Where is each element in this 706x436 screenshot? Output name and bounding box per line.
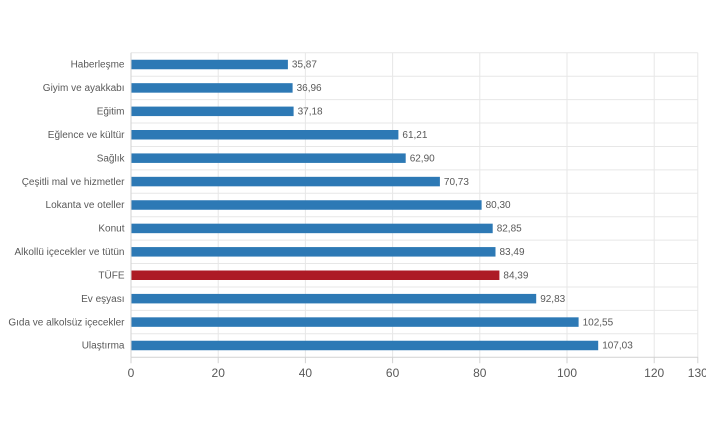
svg-text:40: 40: [299, 366, 313, 380]
svg-text:70,73: 70,73: [444, 177, 469, 188]
svg-text:60: 60: [386, 366, 400, 380]
svg-text:92,83: 92,83: [540, 294, 565, 305]
svg-text:Haberleşme: Haberleşme: [71, 60, 125, 71]
svg-text:20: 20: [212, 366, 226, 380]
svg-text:84,39: 84,39: [503, 270, 528, 281]
svg-text:61,21: 61,21: [402, 130, 427, 141]
svg-text:35,87: 35,87: [292, 60, 317, 71]
svg-text:TÜFE: TÜFE: [98, 269, 124, 281]
svg-text:Ulaştırma: Ulaştırma: [82, 341, 125, 352]
svg-text:Eğitim: Eğitim: [97, 107, 125, 118]
svg-text:Lokanta ve oteller: Lokanta ve oteller: [46, 200, 126, 211]
svg-text:80,30: 80,30: [486, 200, 511, 211]
svg-text:107,03: 107,03: [602, 341, 633, 352]
svg-text:102,55: 102,55: [583, 317, 614, 328]
svg-text:Alkollü içecekler ve tütün: Alkollü içecekler ve tütün: [14, 247, 124, 258]
svg-text:100: 100: [557, 366, 577, 380]
svg-text:0: 0: [128, 366, 135, 380]
svg-text:62,90: 62,90: [410, 153, 435, 164]
svg-text:82,85: 82,85: [497, 224, 522, 235]
svg-text:37,18: 37,18: [298, 107, 323, 118]
svg-text:Çeşitli mal ve hizmetler: Çeşitli mal ve hizmetler: [22, 177, 125, 188]
svg-text:Konut: Konut: [98, 224, 124, 235]
svg-text:Sağlık: Sağlık: [97, 153, 126, 164]
svg-text:Gıda ve alkolsüz içecekler: Gıda ve alkolsüz içecekler: [8, 317, 125, 328]
svg-text:130: 130: [688, 366, 706, 380]
svg-text:83,49: 83,49: [500, 247, 525, 258]
svg-text:Giyim ve ayakkabı: Giyim ve ayakkabı: [43, 83, 125, 94]
svg-text:120: 120: [644, 366, 664, 380]
svg-text:36,96: 36,96: [297, 83, 322, 94]
svg-text:Eğlence ve kültür: Eğlence ve kültür: [48, 130, 125, 141]
svg-text:Ev eşyası: Ev eşyası: [81, 294, 124, 305]
svg-text:80: 80: [473, 366, 487, 380]
